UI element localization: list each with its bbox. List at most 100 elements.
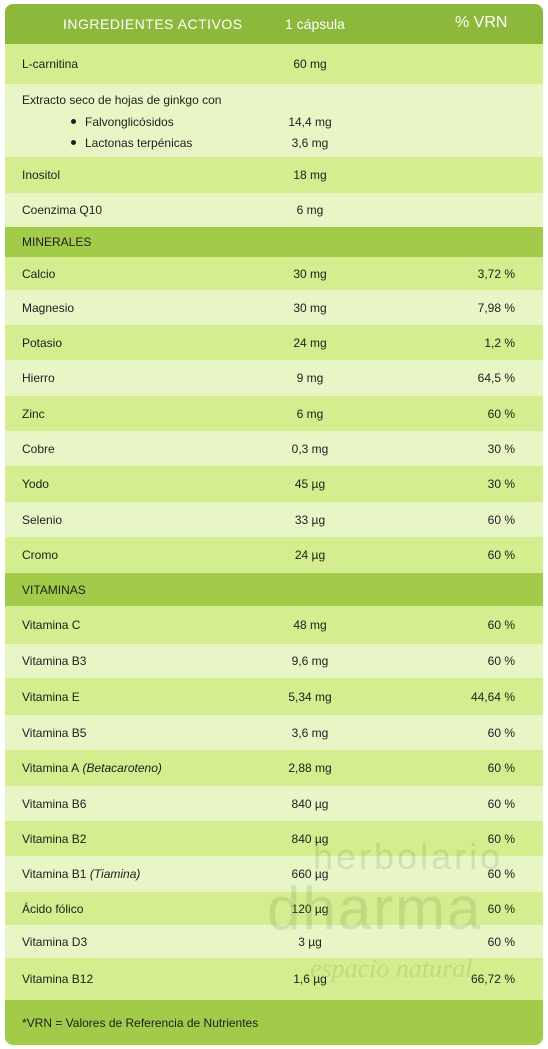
table-row: Vitamina D3 3 µg 60 % <box>5 925 543 958</box>
vrn: 1,2 % <box>484 335 515 350</box>
name: Vitamina D3 <box>22 934 88 949</box>
ingredient-name: Vitamina B5 <box>22 726 86 740</box>
vrn: 66,72 % <box>470 972 515 986</box>
sub-item-amount: 14,4 mg <box>288 115 332 129</box>
amount: 5,34 mg <box>288 689 332 704</box>
table-row: Vitamina B3 9,6 mg 60 % <box>5 644 543 678</box>
amount: 33 µg <box>294 512 326 527</box>
ingredient-name: Vitamina C <box>22 618 80 632</box>
ingredient-name: Potasio <box>22 336 62 350</box>
ingredient-name: Selenio <box>22 513 62 527</box>
name: Vitamina E <box>22 689 80 704</box>
name: Vitamina B3 <box>22 654 87 668</box>
ingredient-name: Vitamina A (Betacaroteno) <box>22 761 162 775</box>
table-row: Ácido fólico 120 µg 60 % <box>5 892 543 925</box>
vrn: 60 % <box>487 548 515 562</box>
amount: 6 mg <box>296 406 324 421</box>
table-row: Selenio 33 µg 60 % <box>5 502 543 537</box>
amount: 660 µg <box>291 867 329 881</box>
ingredient-name: Vitamina B3 <box>22 654 86 668</box>
amount: 9 mg <box>296 371 324 385</box>
vrn: 60 % <box>487 725 515 740</box>
watermark: espacio natural <box>310 954 473 983</box>
vrn: 60 % <box>487 867 515 881</box>
ingredient-name: Vitamina D3 <box>22 935 87 949</box>
bullet <box>71 119 76 124</box>
header-cell: % VRN <box>455 14 508 31</box>
vrn: 60 % <box>487 406 515 421</box>
ingredient-name: L-carnitina <box>22 57 78 71</box>
vrn: 60 % <box>487 512 515 527</box>
name-note: (Betacaroteno) <box>79 761 162 775</box>
ingredient-name: Vitamina B1 (Tiamina) <box>22 867 140 881</box>
table-row: Vitamina B5 3,6 mg 60 % <box>5 715 543 750</box>
vrn: 60 % <box>487 796 515 811</box>
table-row: Potasio 24 mg 1,2 % <box>5 325 543 360</box>
watermark: dharma <box>267 875 483 942</box>
name: Zinc <box>22 406 45 421</box>
name: Vitamina B1 <box>22 867 87 881</box>
footer-note: *VRN = Valores de Referencia de Nutrient… <box>22 1016 259 1030</box>
name: Vitamina A <box>22 761 80 775</box>
table-row: Vitamina B12 1,6 µg 66,72 % <box>5 958 543 1000</box>
name: Coenzima Q10 <box>22 203 103 217</box>
name: Selenio <box>22 512 63 527</box>
name: Vitamina B5 <box>22 725 87 740</box>
ingredient-name: Yodo <box>22 477 49 491</box>
amount: 3,6 mg <box>291 725 329 740</box>
amount: 24 µg <box>294 548 326 562</box>
table-row: Cromo 24 µg 60 % <box>5 537 543 573</box>
header-cell: 1 cápsula <box>285 16 345 32</box>
name: Potasio <box>22 335 63 350</box>
name: Inositol <box>22 168 61 182</box>
ingredient-name: Zinc <box>22 407 45 421</box>
name: Cromo <box>22 548 59 562</box>
header-row: INGREDIENTES ACTIVOS 1 cápsula % VRN <box>5 4 543 44</box>
vrn: 30 % <box>487 477 515 491</box>
footer-row: *VRN = Valores de Referencia de Nutrient… <box>5 1000 543 1045</box>
amount: 840 µg <box>291 831 329 846</box>
table-row: L-carnitina 60 mg <box>5 44 543 84</box>
table-row: Zinc 6 mg 60 % <box>5 396 543 431</box>
name: Hierro <box>22 371 55 385</box>
amount: 840 µg <box>291 796 329 811</box>
amount: 9,6 mg <box>291 654 329 668</box>
ingredient-name: Ácido fólico <box>22 902 83 916</box>
name: Magnesio <box>22 300 75 315</box>
amount: 30 mg <box>293 266 327 281</box>
vrn: 60 % <box>487 901 515 916</box>
amount: 2,88 mg <box>288 761 332 775</box>
name: Vitamina B6 <box>22 796 87 811</box>
section-title: VITAMINAS <box>22 582 86 597</box>
ingredient-name: Cobre <box>22 442 55 456</box>
ingredient-name: Vitamina B6 <box>22 797 86 811</box>
ingredient-name: Hierro <box>22 371 55 385</box>
section-title: MINERALES <box>22 235 92 249</box>
amount: 0,3 mg <box>291 441 329 456</box>
amount: 1,6 µg <box>293 972 327 986</box>
name: Cobre <box>22 441 55 456</box>
name: Extracto seco de hojas de ginkgo con <box>22 93 222 107</box>
vrn: 30 % <box>487 441 515 456</box>
amount: 60 mg <box>293 57 327 71</box>
name: L-carnitina <box>22 57 79 71</box>
vrn: 64,5 % <box>477 371 515 385</box>
name: Vitamina B12 <box>22 972 94 986</box>
table-row: Vitamina B2 840 µg 60 % <box>5 821 543 856</box>
table-row: Vitamina C 48 mg 60 % <box>5 606 543 644</box>
amount: 3 µg <box>298 934 322 949</box>
name: Vitamina C <box>22 618 81 632</box>
table-row: Vitamina E 5,34 mg 44,64 % <box>5 678 543 715</box>
sub-item-name: Lactonas terpénicas <box>85 136 193 150</box>
amount: 45 µg <box>294 477 326 491</box>
vrn: 60 % <box>487 831 515 846</box>
amount: 48 mg <box>293 618 327 632</box>
table-row: Vitamina B1 (Tiamina) 660 µg 60 % <box>5 856 543 892</box>
name: Ácido fólico <box>22 901 84 916</box>
vrn: 60 % <box>487 654 515 668</box>
watermark: herbolario <box>313 836 504 877</box>
ingredient-name: Magnesio <box>22 301 74 315</box>
table-row: Extracto seco de hojas de ginkgo con Falv… <box>5 84 543 157</box>
sub-item-name: Falvonglicósidos <box>85 115 174 129</box>
vrn: 60 % <box>487 934 515 949</box>
